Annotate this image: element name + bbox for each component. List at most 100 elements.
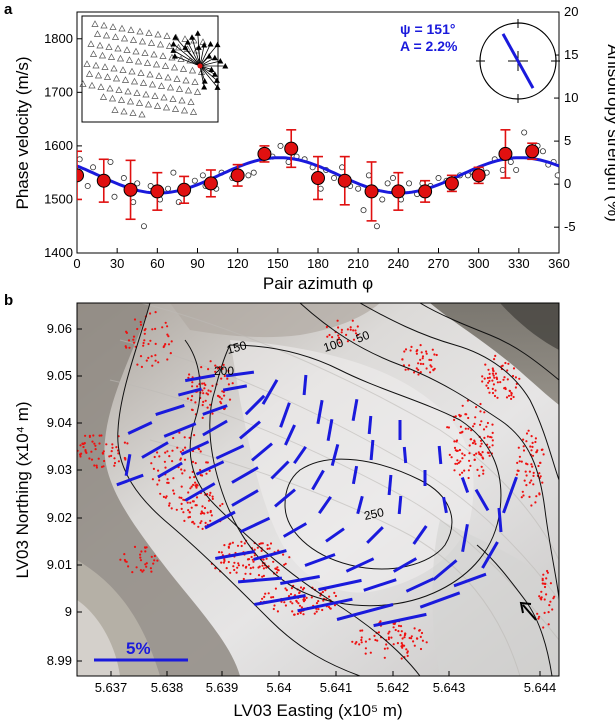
seismic-event — [496, 381, 499, 384]
seismic-event — [468, 452, 471, 455]
seismic-event — [456, 459, 459, 462]
seismic-event — [542, 626, 545, 629]
seismic-event — [236, 544, 240, 547]
seismic-event — [525, 474, 528, 477]
seismic-event — [473, 439, 476, 442]
seismic-event — [535, 451, 538, 454]
binned-mean-point — [364, 184, 379, 199]
seismic-event — [491, 387, 494, 390]
anisotropy-bar — [261, 379, 279, 405]
seismic-event — [525, 432, 529, 435]
seismic-event — [400, 645, 403, 648]
panel-a-y2-tick-label: 0 — [564, 176, 571, 191]
seismic-event — [299, 586, 303, 589]
anisotropy-bar — [369, 439, 375, 461]
station-triangle-active — [222, 63, 229, 69]
seismic-event — [262, 574, 265, 578]
raw-data-point — [245, 172, 252, 179]
raw-data-point — [111, 193, 118, 200]
anisotropy-bar — [231, 489, 259, 507]
seismic-event — [300, 606, 303, 609]
station-triangle-active — [217, 57, 224, 64]
anisotropy-bar — [157, 461, 183, 479]
station-triangle — [89, 50, 98, 57]
panel-b-map: 150 100 50 200 250 5% 5.637 5.638 5.639 5.6… — [13, 302, 560, 720]
seismic-event — [221, 390, 224, 393]
seismic-event — [505, 396, 509, 399]
station-triangle — [180, 106, 189, 114]
seismic-event — [170, 507, 173, 510]
seismic-event — [358, 643, 361, 646]
seismic-event — [510, 397, 513, 400]
seismic-event — [457, 461, 460, 464]
seismic-event — [93, 464, 96, 467]
station-triangle — [147, 39, 156, 46]
seismic-event — [480, 420, 483, 423]
seismic-event — [469, 464, 472, 467]
seismic-event — [461, 452, 464, 455]
seismic-event — [474, 416, 477, 419]
seismic-event — [252, 566, 255, 569]
seismic-event — [250, 555, 253, 559]
station-triangle-active — [213, 77, 220, 83]
seismic-event — [194, 401, 197, 404]
seismic-event — [80, 452, 83, 455]
seismic-event — [483, 411, 486, 414]
seismic-event — [479, 445, 482, 448]
seismic-event — [465, 413, 468, 416]
seismic-event — [223, 544, 226, 547]
seismic-event — [156, 483, 159, 486]
seismic-event — [168, 502, 171, 505]
seismic-event — [153, 554, 156, 558]
panel-b-x-ticks: 5.637 5.638 5.639 5.64 5.641 5.642 5.643 5.644 — [95, 671, 556, 695]
seismic-event — [545, 577, 548, 580]
seismic-event — [546, 571, 550, 574]
seismic-event — [338, 341, 341, 344]
station-triangle — [94, 71, 103, 79]
seismic-event — [542, 573, 545, 576]
raw-data-point — [554, 172, 559, 179]
seismic-event — [125, 330, 128, 333]
seismic-event — [284, 604, 287, 607]
seismic-event — [98, 434, 101, 437]
station-triangle — [118, 24, 126, 32]
seismic-event — [385, 643, 388, 646]
panel-a-x-tick-label: 330 — [508, 256, 530, 271]
binned-mean-point — [311, 171, 325, 186]
seismic-event — [383, 647, 386, 650]
seismic-event — [416, 637, 419, 640]
seismic-event — [209, 403, 212, 406]
station-pair-line — [199, 65, 216, 75]
seismic-event — [418, 629, 421, 632]
seismic-event — [231, 382, 234, 385]
seismic-event — [399, 625, 403, 628]
seismic-event — [274, 587, 277, 590]
seismic-event — [496, 396, 499, 399]
seismic-event — [183, 519, 186, 523]
station-triangle — [129, 36, 138, 43]
seismic-event — [235, 571, 238, 574]
seismic-event — [180, 485, 183, 488]
seismic-event — [190, 399, 193, 402]
seismic-event — [349, 326, 352, 329]
scale-bar-label: 5% — [126, 639, 151, 658]
seismic-event — [201, 403, 204, 407]
seismic-event — [346, 340, 349, 343]
raw-data-point — [107, 158, 114, 165]
seismic-event — [265, 557, 268, 560]
seismic-event — [211, 495, 214, 498]
station-triangle — [124, 87, 132, 95]
seismic-event — [188, 436, 191, 439]
anisotropy-bar — [239, 420, 261, 440]
seismic-event — [161, 326, 164, 329]
seismic-event — [139, 323, 143, 326]
seismic-event — [523, 479, 526, 482]
station-triangle — [181, 35, 189, 42]
seismic-event — [539, 475, 542, 478]
seismic-event — [528, 470, 532, 473]
seismic-event — [428, 358, 431, 361]
station-pair-line — [199, 65, 218, 88]
seismic-event — [268, 547, 271, 550]
seismic-event — [328, 333, 331, 337]
seismic-event — [504, 387, 507, 391]
